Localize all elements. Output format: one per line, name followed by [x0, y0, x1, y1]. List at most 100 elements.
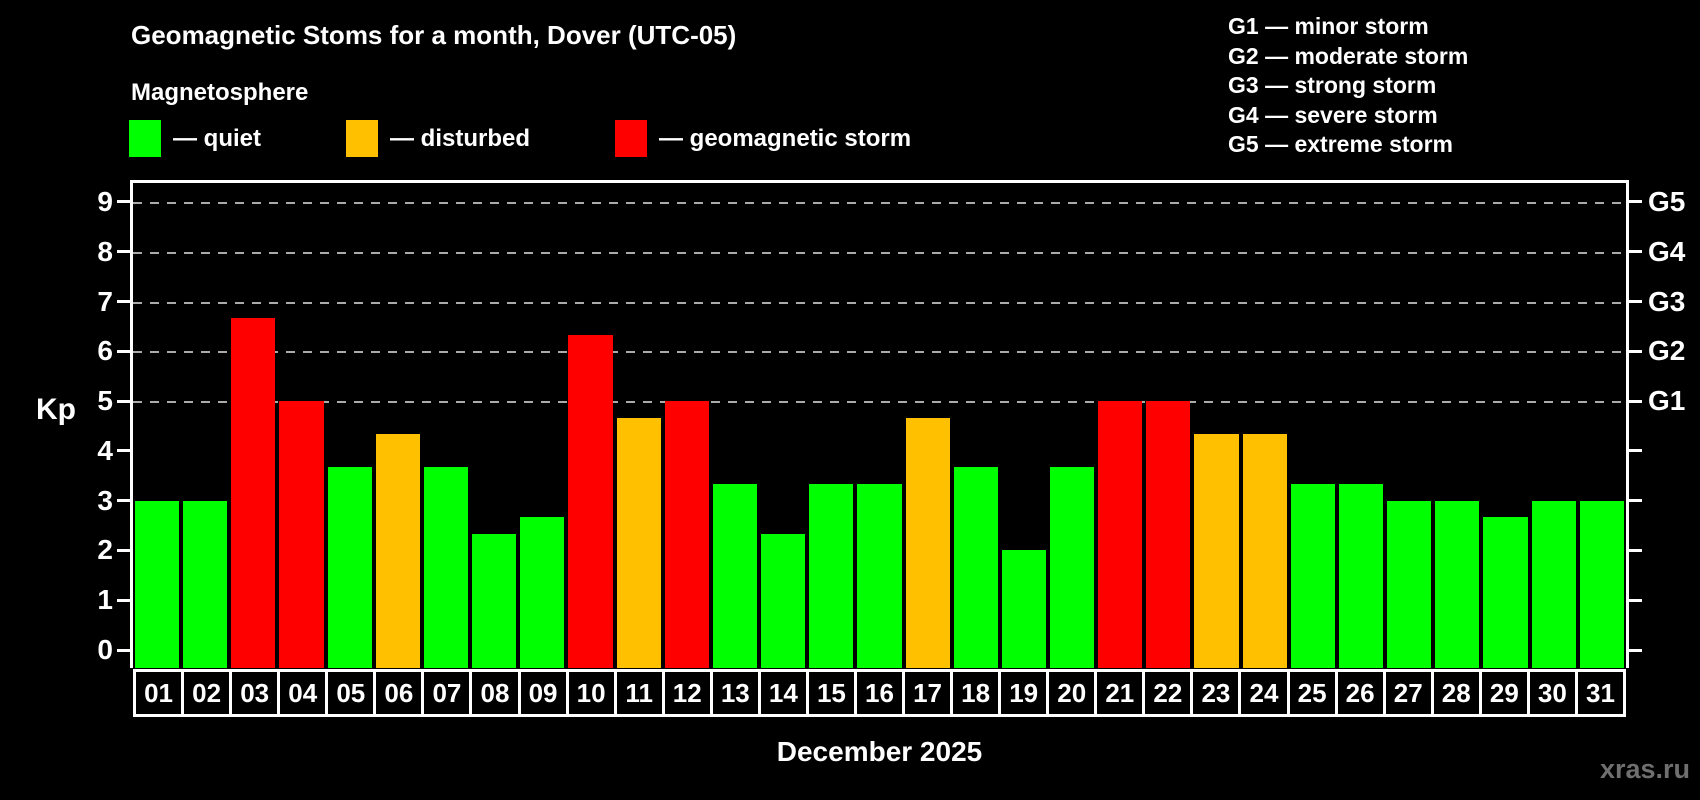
g-scale-label-G2: G2	[1648, 335, 1686, 366]
bar-slot-06	[374, 183, 422, 668]
bar-day-25	[1290, 484, 1335, 668]
bar-day-02	[183, 501, 228, 668]
y-tick-right-5	[1629, 400, 1642, 403]
day-label-16: 16	[856, 672, 903, 714]
bar-day-16	[857, 484, 902, 668]
y-tick-left-2	[117, 549, 130, 552]
bar-slot-18	[952, 183, 1000, 668]
g-scale-legend: G1 — minor storm G2 — moderate storm G3 …	[1228, 12, 1468, 160]
bar-day-01	[135, 501, 180, 668]
y-tick-label-1: 1	[97, 584, 113, 615]
bar-slot-17	[904, 183, 952, 668]
bar-day-29	[1483, 517, 1528, 668]
y-tick-left-8	[117, 250, 130, 253]
day-label-22: 22	[1145, 672, 1191, 714]
day-label-26: 26	[1337, 672, 1383, 714]
bar-day-07	[423, 467, 469, 668]
bar-slot-20	[1048, 183, 1096, 668]
day-label-03: 03	[232, 672, 278, 714]
day-label-08: 08	[472, 672, 518, 714]
bar-slot-25	[1289, 183, 1337, 668]
day-label-13: 13	[712, 672, 758, 714]
g-scale-label-G5: G5	[1648, 186, 1686, 217]
bar-day-19	[1001, 550, 1046, 668]
bar-slot-13	[711, 183, 759, 668]
g-scale-label-G1: G1	[1648, 385, 1686, 416]
y-tick-left-6	[117, 350, 130, 353]
right-axis-line	[1626, 180, 1629, 668]
y-tick-label-9: 9	[97, 186, 113, 217]
gridline-6	[133, 351, 1626, 353]
bar-slot-28	[1433, 183, 1481, 668]
bar-day-24	[1242, 434, 1287, 668]
bar-day-06	[375, 434, 420, 668]
bar-day-08	[472, 534, 517, 668]
chart-subtitle: Magnetosphere	[131, 79, 309, 106]
bar-slot-15	[807, 183, 855, 668]
gridline-9	[133, 202, 1626, 204]
bar-slot-14	[759, 183, 807, 668]
bar-day-04	[279, 401, 324, 668]
legend-item-quiet: — quiet	[129, 120, 261, 157]
bar-slot-03	[229, 183, 277, 668]
y-tick-right-1	[1629, 599, 1642, 602]
bar-day-17	[905, 418, 950, 668]
bar-day-11	[616, 418, 661, 668]
y-tick-left-3	[117, 499, 130, 502]
bar-slot-23	[1192, 183, 1240, 668]
y-tick-left-4	[117, 449, 130, 452]
bar-day-05	[327, 467, 372, 668]
storm-swatch	[615, 120, 647, 157]
y-tick-right-3	[1629, 499, 1642, 502]
day-label-04: 04	[280, 672, 326, 714]
y-tick-right-6	[1629, 350, 1642, 353]
status-legend: — quiet — disturbed — geomagnetic storm	[0, 120, 1700, 160]
day-label-06: 06	[376, 672, 422, 714]
y-tick-label-2: 2	[97, 534, 113, 565]
day-label-31: 31	[1577, 672, 1623, 714]
y-tick-left-0	[117, 649, 130, 652]
bar-day-13	[712, 484, 758, 668]
bar-day-03	[231, 318, 276, 668]
day-label-28: 28	[1433, 672, 1479, 714]
day-label-25: 25	[1289, 672, 1335, 714]
day-label-23: 23	[1193, 672, 1239, 714]
bar-day-22	[1146, 401, 1191, 668]
day-label-21: 21	[1097, 672, 1143, 714]
legend-item-disturbed: — disturbed	[346, 120, 530, 157]
bar-slot-31	[1578, 183, 1626, 668]
day-label-14: 14	[760, 672, 806, 714]
y-tick-left-7	[117, 300, 130, 303]
day-label-17: 17	[905, 672, 951, 714]
bar-slot-04	[277, 183, 325, 668]
y-tick-label-3: 3	[97, 485, 113, 516]
day-label-27: 27	[1385, 672, 1431, 714]
bar-day-21	[1098, 401, 1143, 668]
legend-item-storm: — geomagnetic storm	[615, 120, 911, 157]
plot-area	[133, 183, 1626, 668]
x-axis-title: December 2025	[776, 736, 983, 767]
day-label-18: 18	[953, 672, 999, 714]
y-tick-left-5	[117, 400, 130, 403]
gridline-5	[133, 401, 1626, 403]
bar-day-20	[1049, 467, 1095, 668]
day-label-10: 10	[568, 672, 614, 714]
legend-label-storm: — geomagnetic storm	[659, 124, 912, 152]
bar-day-30	[1531, 501, 1576, 668]
day-label-12: 12	[664, 672, 710, 714]
bar-day-12	[664, 401, 709, 668]
y-tick-right-8	[1629, 250, 1642, 253]
bar-slot-07	[422, 183, 470, 668]
bar-slot-12	[663, 183, 711, 668]
y-tick-label-8: 8	[97, 236, 113, 267]
x-axis-day-labels: 01 02 03 04 05 06 07 08 09 10 11 12 13 14 15 16 17 18 19 20…	[133, 669, 1626, 717]
bar-slot-27	[1385, 183, 1433, 668]
gridline-7	[133, 302, 1626, 304]
y-tick-label-5: 5	[97, 385, 113, 416]
day-label-19: 19	[1001, 672, 1047, 714]
y-tick-right-2	[1629, 549, 1642, 552]
day-label-05: 05	[328, 672, 374, 714]
g-scale-label-G3: G3	[1648, 286, 1686, 317]
bar-slot-08	[470, 183, 518, 668]
bar-slot-05	[326, 183, 374, 668]
